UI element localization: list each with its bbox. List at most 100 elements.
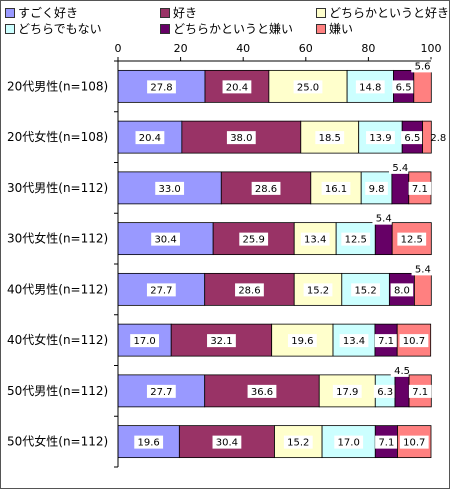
data-label-box xyxy=(341,232,371,246)
data-label-box xyxy=(293,80,323,94)
data-label-box xyxy=(146,384,176,398)
data-label: 36.6 xyxy=(251,387,273,398)
legend-swatch xyxy=(5,23,15,34)
x-tick-label: 20 xyxy=(174,42,188,55)
data-label: 17.0 xyxy=(133,336,155,347)
data-label: 15.2 xyxy=(287,438,309,449)
legend-label: すごく好き xyxy=(18,6,79,20)
data-label: 14.8 xyxy=(359,82,381,93)
data-label-box xyxy=(372,211,396,225)
legend: すごく好き 好き どちらかというと好き どちらでもない どちらかというと嫌い 嫌… xyxy=(5,4,449,38)
legend-item: どちらかというと嫌い xyxy=(160,21,293,36)
category-label: 20代男性(n=108) xyxy=(7,79,108,93)
data-label: 27.7 xyxy=(150,387,172,398)
data-label: 25.9 xyxy=(243,235,265,246)
data-label: 12.5 xyxy=(345,235,367,246)
data-label: 13.9 xyxy=(369,133,391,144)
x-tick-label: 60 xyxy=(299,42,313,55)
legend-item: 好き xyxy=(160,5,197,20)
data-label-box xyxy=(155,181,185,195)
data-label-box xyxy=(392,80,415,94)
data-label: 13.4 xyxy=(304,235,326,246)
data-label-box xyxy=(408,384,432,398)
bar-segment xyxy=(414,272,432,306)
data-label-box xyxy=(374,334,398,348)
data-label-box xyxy=(408,181,432,195)
data-label: 15.2 xyxy=(307,285,329,296)
data-label: 6.3 xyxy=(377,387,393,398)
legend-swatch xyxy=(160,7,170,18)
data-label-box xyxy=(212,435,242,449)
data-label-box xyxy=(397,232,427,246)
data-label-box xyxy=(390,363,414,377)
data-label-box xyxy=(375,435,398,449)
data-label: 9.8 xyxy=(369,184,385,195)
data-label-box xyxy=(401,131,424,145)
data-label: 30.4 xyxy=(154,235,176,246)
data-label-box xyxy=(239,232,269,246)
legend-label: 嫌い xyxy=(329,22,354,36)
data-label: 18.5 xyxy=(319,133,341,144)
data-label: 10.7 xyxy=(403,438,425,449)
legend-item: 嫌い xyxy=(316,21,353,36)
data-label: 27.7 xyxy=(150,285,172,296)
data-label-box xyxy=(134,435,164,449)
data-label: 12.5 xyxy=(401,235,423,246)
data-label-box xyxy=(300,232,330,246)
legend-swatch xyxy=(316,7,326,18)
data-label: 7.1 xyxy=(412,184,428,195)
data-label: 5.4 xyxy=(376,214,392,225)
x-tick-label: 80 xyxy=(361,42,375,55)
data-label: 8.0 xyxy=(394,285,410,296)
data-label-box xyxy=(315,131,345,145)
bar-segment xyxy=(394,374,410,408)
data-label: 13.4 xyxy=(343,336,365,347)
data-label-box xyxy=(321,181,351,195)
data-label: 17.0 xyxy=(338,438,360,449)
data-label-box xyxy=(373,384,397,398)
data-label-box xyxy=(146,283,176,297)
data-label-box xyxy=(207,334,236,348)
category-label: 20代女性(n=108) xyxy=(7,129,108,144)
data-label-box xyxy=(247,384,277,398)
data-label-box xyxy=(399,334,429,348)
category-label: 40代女性(n=112) xyxy=(7,332,108,347)
data-label-box xyxy=(147,80,176,94)
data-label-box xyxy=(355,80,385,94)
data-label-box xyxy=(365,181,388,195)
data-label: 20.4 xyxy=(139,133,161,144)
data-label: 16.1 xyxy=(325,184,347,195)
data-label: 38.0 xyxy=(230,133,252,144)
category-label: 40代男性(n=112) xyxy=(7,282,108,296)
data-label: 7.1 xyxy=(378,336,394,347)
data-label: 27.8 xyxy=(150,82,172,93)
legend-item: どちらでもない xyxy=(5,21,102,36)
data-label-box xyxy=(399,435,429,449)
data-label-box xyxy=(351,283,380,297)
data-label: 6.5 xyxy=(396,82,412,93)
data-label: 30.4 xyxy=(216,438,238,449)
data-label: 4.5 xyxy=(394,366,410,377)
data-label: 5.4 xyxy=(392,163,408,174)
data-label-box xyxy=(390,283,414,297)
data-label-box xyxy=(135,131,165,145)
data-label-box xyxy=(283,435,313,449)
data-label-box xyxy=(411,59,434,73)
data-label-box xyxy=(389,160,412,174)
category-label: 50代女性(n=112) xyxy=(7,434,108,449)
data-label-box xyxy=(339,334,369,348)
data-label: 6.5 xyxy=(404,133,420,144)
data-label: 28.6 xyxy=(238,285,260,296)
data-label: 5.6 xyxy=(415,61,431,72)
data-label-box xyxy=(222,80,252,94)
legend-label: どちらかというと好き xyxy=(329,6,450,20)
legend-item: すごく好き xyxy=(5,5,78,20)
x-tick-label: 100 xyxy=(421,42,442,55)
legend-label: どちらかというと嫌い xyxy=(173,22,294,36)
data-label-box xyxy=(287,334,317,348)
bar-segment xyxy=(181,120,302,154)
data-label: 7.1 xyxy=(378,438,394,449)
data-label-box xyxy=(332,384,362,398)
